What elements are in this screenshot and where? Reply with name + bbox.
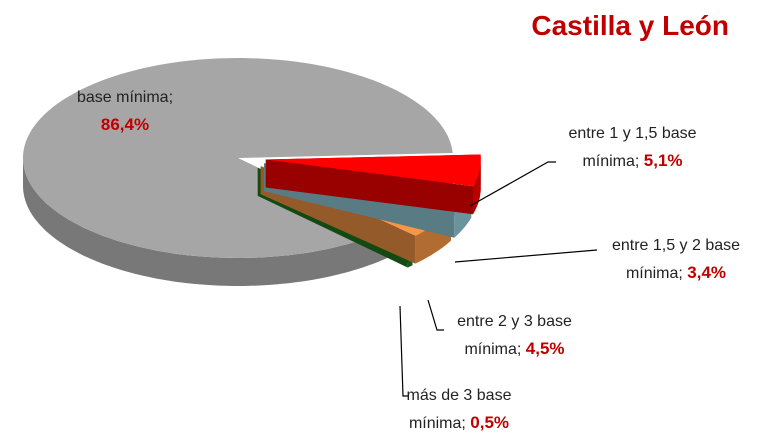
- label-separator: ;: [168, 89, 174, 106]
- label-value: 86,4%: [100, 115, 150, 134]
- label-category: más de 3 base mínima: [406, 387, 512, 432]
- slice: [265, 154, 481, 187]
- data-label: entre 1,5 y 2 base mínima; 3,4%: [592, 232, 757, 287]
- label-separator: ;: [678, 265, 683, 282]
- slice-side: [265, 159, 473, 215]
- chart-title: Castilla y León: [531, 10, 729, 41]
- label-value: 0,5%: [470, 413, 510, 432]
- label-separator: ;: [634, 153, 640, 170]
- label-category: entre 1,5 y 2 base mínima: [611, 237, 741, 282]
- label-separator: ;: [516, 341, 522, 358]
- leader-line: [454, 249, 598, 263]
- label-category: base mínima: [76, 89, 169, 106]
- label-category: entre 1 y 1,5 base mínima: [568, 125, 697, 170]
- leader-line: [469, 161, 556, 207]
- label-category: entre 2 y 3 base mínima: [457, 313, 572, 358]
- leader-line: [427, 299, 444, 331]
- label-value: 4,5%: [525, 339, 565, 358]
- data-label: entre 2 y 3 base mínima; 4,5%: [432, 308, 597, 363]
- slice: [23, 58, 453, 258]
- label-separator: ;: [461, 415, 466, 432]
- data-label: entre 1 y 1,5 base mínima; 5,1%: [545, 120, 720, 175]
- label-value: 5,1%: [643, 151, 683, 170]
- label-value: 3,4%: [687, 263, 727, 282]
- data-label: base mínima; 86,4%: [60, 84, 190, 139]
- data-label: más de 3 base mínima; 0,5%: [400, 382, 518, 432]
- leader-line: [399, 305, 408, 397]
- slice-wall: [23, 158, 388, 286]
